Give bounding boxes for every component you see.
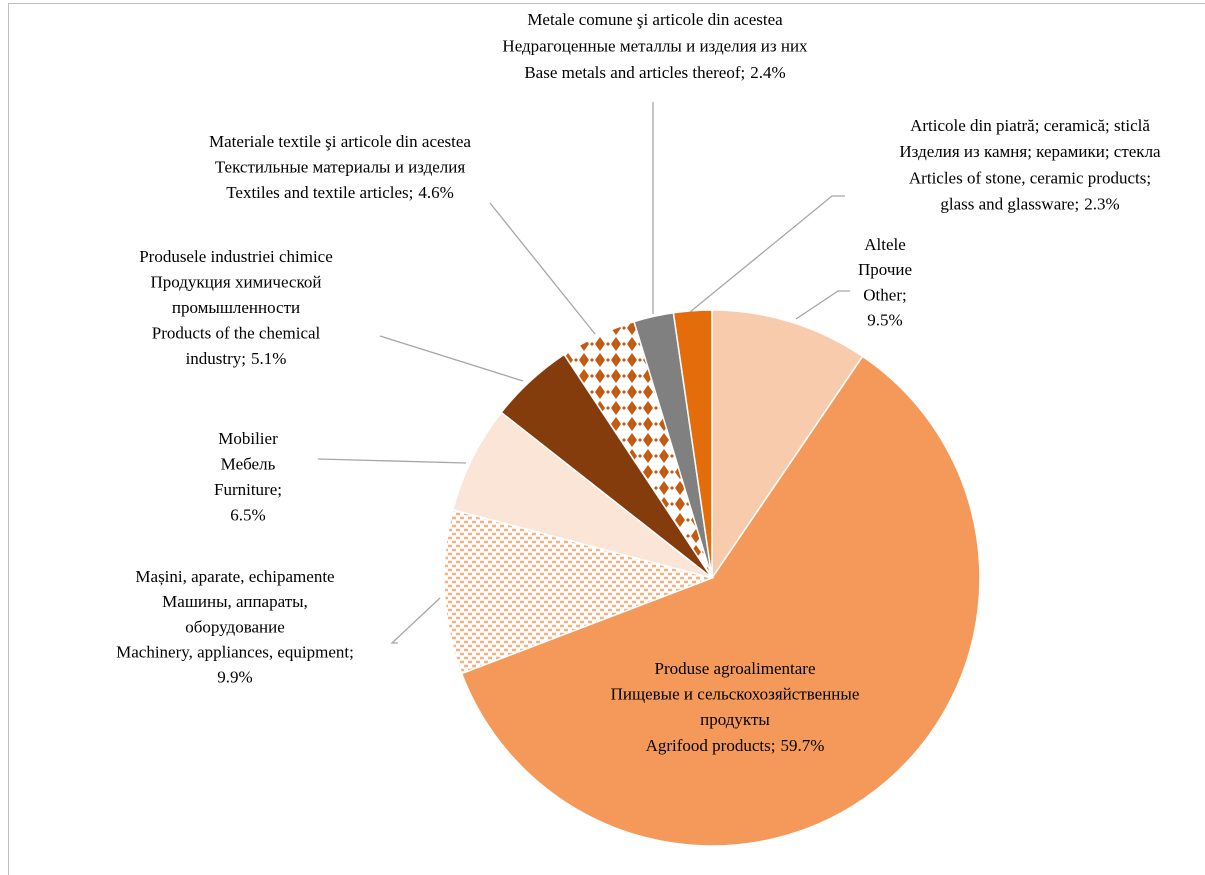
category-label: Пищевые и сельскохозяйственные — [611, 685, 860, 704]
data-label: Textiles and textile articles; 4.6% — [226, 183, 454, 202]
category-label: Прочие — [858, 260, 912, 279]
category-label: Agrifood products; — [646, 736, 776, 755]
data-label: industry; 5.1% — [186, 349, 287, 368]
data-label: Products of the chemical — [152, 323, 321, 342]
value-label: 59.7% — [780, 736, 824, 755]
data-label: Пищевые и сельскохозяйственные — [611, 685, 860, 704]
category-label: Недрагоценные металлы и изделия из них — [502, 36, 808, 55]
data-label: Agrifood products; 59.7% — [646, 736, 825, 755]
category-label: промышленности — [172, 298, 300, 317]
data-label: Недрагоценные металлы и изделия из них — [502, 36, 808, 55]
data-label: Articles of stone, ceramic products; — [909, 168, 1151, 187]
pie-slice — [711, 309, 864, 581]
value-label: 9.5% — [867, 311, 902, 330]
value-label: 6.5% — [230, 506, 265, 525]
value-label: 5.1% — [251, 349, 286, 368]
data-label: Other; — [863, 285, 906, 304]
value-label: 2.3% — [1084, 195, 1119, 214]
data-label: Produsele industriei chimice — [139, 247, 333, 266]
category-label: Metale comune şi articole din acestea — [527, 10, 783, 29]
category-label: Textiles and textile articles; — [226, 183, 413, 202]
data-label: Mobilier — [218, 429, 278, 448]
pie-slice — [451, 411, 713, 579]
data-label: Изделия из камня; керамики; стекла — [899, 142, 1161, 161]
category-label: industry; — [186, 349, 246, 368]
data-label: продукты — [700, 710, 770, 729]
data-label: Articole din piatră; ceramică; sticlă — [910, 116, 1150, 135]
data-label: промышленности — [172, 298, 300, 317]
data-label: Base metals and articles thereof; 2.4% — [524, 63, 785, 82]
data-label: Produse agroalimentare — [655, 659, 816, 678]
data-label: Текстильные материалы и изделия — [215, 158, 466, 177]
value-label: 4.6% — [418, 183, 453, 202]
data-label: Продукция химической — [151, 272, 322, 291]
value-label: 9.9% — [217, 668, 252, 687]
pie-slice — [672, 309, 713, 579]
category-label: Текстильные материалы и изделия — [215, 158, 466, 177]
category-label: Изделия из камня; керамики; стекла — [899, 142, 1161, 161]
leader-lines — [317, 102, 850, 644]
data-label: оборудование — [185, 617, 285, 636]
category-label: Articole din piatră; ceramică; sticlă — [910, 116, 1150, 135]
category-label: glass and glassware; — [940, 195, 1079, 214]
category-label: оборудование — [185, 617, 285, 636]
data-label: Mașini, aparate, echipamente — [135, 567, 334, 586]
category-label: Base metals and articles thereof; — [524, 63, 745, 82]
category-label: Other; — [863, 285, 906, 304]
data-label: Машины, аппараты, — [162, 592, 308, 611]
pie-slice — [443, 508, 715, 675]
category-label: Mobilier — [218, 429, 278, 448]
category-label: Машины, аппараты, — [162, 592, 308, 611]
data-label: Machinery, appliances, equipment; — [116, 643, 354, 662]
data-label: Прочие — [858, 260, 912, 279]
category-label: Мебель — [221, 455, 276, 474]
data-label: Metale comune şi articole din acestea — [527, 10, 783, 29]
frame — [8, 3, 1205, 875]
category-label: Machinery, appliances, equipment; — [116, 643, 354, 662]
category-label: Furniture; — [214, 480, 282, 499]
category-label: Mașini, aparate, echipamente — [135, 567, 334, 586]
category-label: Produse agroalimentare — [655, 659, 816, 678]
data-label: Altele — [864, 235, 906, 254]
category-label: Altele — [864, 235, 906, 254]
data-label: Furniture; — [214, 480, 282, 499]
data-label: Мебель — [221, 455, 276, 474]
category-label: продукты — [700, 710, 770, 729]
value-label: 2.4% — [750, 63, 785, 82]
category-label: Produsele industriei chimice — [139, 247, 333, 266]
category-label: Products of the chemical — [152, 323, 321, 342]
data-label: Materiale textile şi articole din aceste… — [209, 132, 471, 151]
category-label: Articles of stone, ceramic products; — [909, 168, 1151, 187]
category-label: Продукция химической — [151, 272, 322, 291]
pie-slice — [460, 355, 981, 847]
data-label: glass and glassware; 2.3% — [940, 195, 1119, 214]
category-label: Materiale textile şi articole din aceste… — [209, 132, 471, 151]
